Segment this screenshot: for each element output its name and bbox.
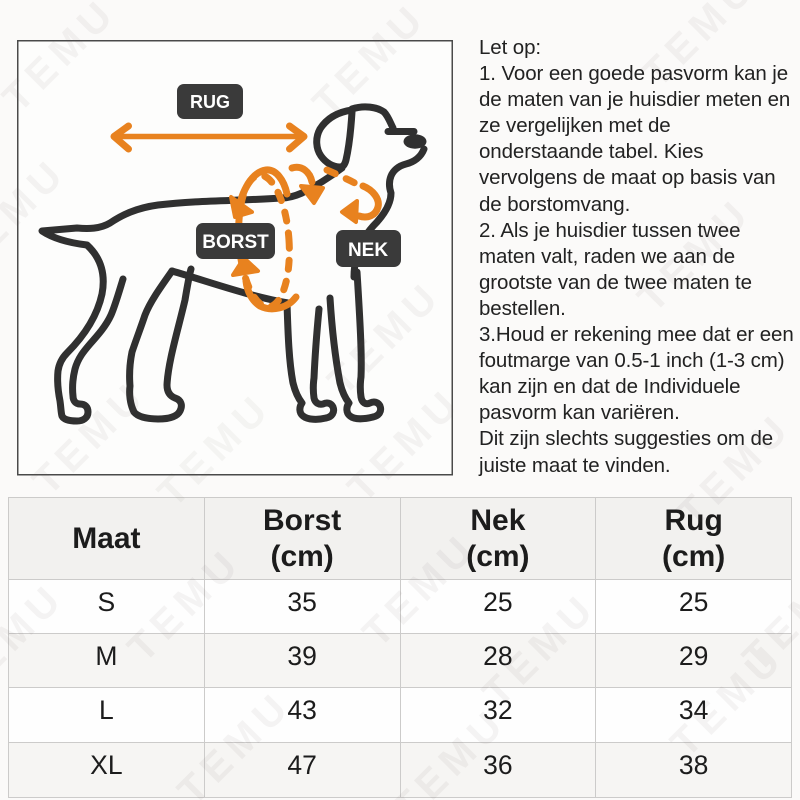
svg-text:NEK: NEK	[348, 240, 388, 261]
svg-text:BORST: BORST	[202, 232, 269, 253]
svg-text:RUG: RUG	[190, 92, 230, 112]
